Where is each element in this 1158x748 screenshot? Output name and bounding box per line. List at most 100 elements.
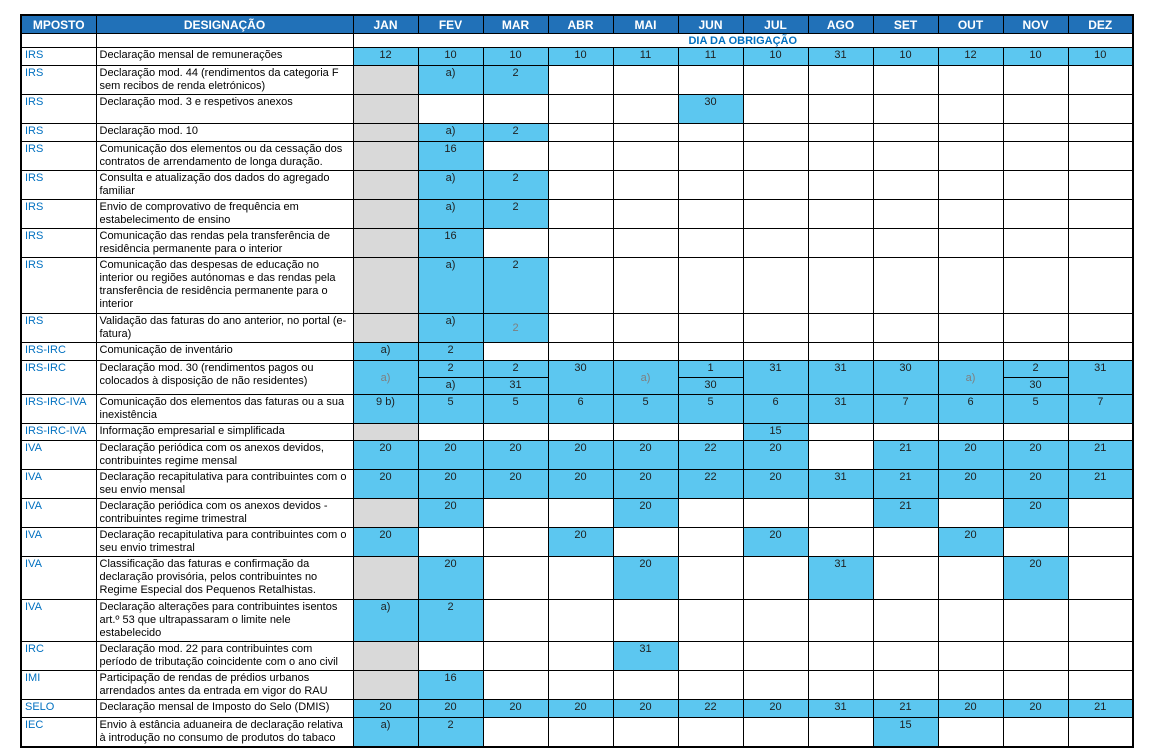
day-cell-abr	[547, 342, 614, 361]
day-cell-fev	[417, 527, 484, 557]
day-cell-abr: 10	[547, 47, 614, 66]
day-cell-jul: 20	[742, 469, 809, 499]
designacao-cell: Validação das faturas do ano anterior, n…	[95, 313, 354, 343]
day-cell-mai: 11	[612, 47, 679, 66]
imposto-cell: IVA	[20, 599, 97, 642]
designacao-cell: Participação de rendas de prédios urbano…	[95, 670, 354, 700]
day-cell-dez: 21	[1067, 699, 1134, 718]
day-cell-fev: 2	[417, 717, 484, 748]
imposto-cell: IRS	[20, 228, 97, 258]
day-cell-jun: 1	[677, 360, 744, 378]
day-cell-dez: 21	[1067, 469, 1134, 499]
day-cell-out	[937, 641, 1004, 671]
day-cell-out	[937, 342, 1004, 361]
day-cell-mai	[612, 141, 679, 171]
day-cell-nov	[1002, 65, 1069, 95]
day-cell-nov: 20	[1002, 498, 1069, 528]
day-cell-set	[872, 65, 939, 95]
day-cell-abr	[547, 94, 614, 124]
day-cell-mai	[612, 313, 679, 343]
day-cell-set	[872, 599, 939, 642]
day-cell-set: 10	[872, 47, 939, 66]
imposto-cell: IVA	[20, 440, 97, 470]
day-cell-jan	[352, 641, 419, 671]
day-cell-jun: 22	[677, 699, 744, 718]
column-header-fev: FEV	[417, 14, 484, 34]
day-cell-set: 21	[872, 699, 939, 718]
day-cell-jun	[677, 123, 744, 142]
day-cell-out	[937, 599, 1004, 642]
day-cell-mai	[612, 527, 679, 557]
day-cell-ago	[807, 599, 874, 642]
day-cell-jun	[677, 141, 744, 171]
column-header-designacao: DESIGNAÇÃO	[95, 14, 354, 34]
day-cell-mar: 20	[482, 699, 549, 718]
day-cell-fev: a)	[417, 313, 484, 343]
day-cell-jun: 30	[677, 94, 744, 124]
table-row: IVA Declaração periódica com os anexos de…	[20, 440, 1134, 470]
day-cell-nov	[1002, 170, 1069, 200]
day-cell-out: 6	[937, 394, 1004, 424]
column-header-out: OUT	[937, 14, 1004, 34]
day-cell-abr	[547, 228, 614, 258]
day-cell-nov: 5	[1002, 394, 1069, 424]
day-cell-jan: a)	[352, 360, 419, 395]
day-cell-dez: 31	[1067, 360, 1134, 395]
day-cell-mar	[482, 556, 549, 600]
day-cell-dez	[1067, 641, 1134, 671]
table-row: IMI Participação de rendas de prédios urb…	[20, 670, 1134, 700]
day-cell-jul: 31	[742, 360, 809, 395]
day-cell-jan	[352, 257, 419, 314]
day-cell-nov	[1002, 342, 1069, 361]
day-cell-nov	[1002, 94, 1069, 124]
day-cell-set: 15	[872, 717, 939, 748]
day-cell-jul	[742, 94, 809, 124]
day-cell-dez	[1067, 527, 1134, 557]
day-cell-dez	[1067, 313, 1134, 343]
day-cell-out	[937, 228, 1004, 258]
day-cell-set: 30	[872, 360, 939, 395]
day-cell-jan	[352, 498, 419, 528]
day-cell-jul	[742, 65, 809, 95]
table-row: IRS Declaração mensal de remunerações 12 10…	[20, 47, 1134, 66]
designacao-cell: Declaração recapitulativa para contribui…	[95, 527, 354, 557]
day-cell-dez	[1067, 342, 1134, 361]
day-cell-mar	[482, 670, 549, 700]
day-cell-abr	[547, 313, 614, 343]
day-cell-mai	[612, 670, 679, 700]
designacao-cell: Envio à estância aduaneira de declaração…	[95, 717, 354, 748]
day-cell-jun	[677, 65, 744, 95]
day-cell-nov	[1002, 641, 1069, 671]
table-row: IEC Envio à estância aduaneira de declara…	[20, 717, 1134, 748]
day-cell-fev: 16	[417, 670, 484, 700]
table-row: IRS Declaração mod. 3 e respetivos anexos…	[20, 94, 1134, 124]
designacao-cell: Declaração mod. 44 (rendimentos da categ…	[95, 65, 354, 95]
imposto-cell: IRS	[20, 65, 97, 95]
imposto-cell: IRS	[20, 170, 97, 200]
designacao-cell: Declaração mensal de Imposto do Selo (DM…	[95, 699, 354, 718]
day-cell-fev: a)	[417, 199, 484, 229]
day-cell-mai	[612, 65, 679, 95]
subheader-row: DIA DA OBRIGAÇÃO	[20, 33, 1134, 48]
day-cell-fev: 20	[417, 498, 484, 528]
day-cell-mar	[482, 717, 549, 748]
day-cell-ago	[807, 641, 874, 671]
day-cell-set	[872, 94, 939, 124]
day-cell-set	[872, 257, 939, 314]
day-cell-dez	[1067, 94, 1134, 124]
day-cell-out	[937, 141, 1004, 171]
day-cell-out	[937, 670, 1004, 700]
day-cell-dez: 10	[1067, 47, 1134, 66]
day-cell-mar: 5	[482, 394, 549, 424]
day-cell-dez	[1067, 599, 1134, 642]
designacao-cell: Comunicação dos elementos ou da cessação…	[95, 141, 354, 171]
day-cell-mai	[612, 342, 679, 361]
day-cell-nov	[1002, 228, 1069, 258]
day-cell-mai: a)	[612, 360, 679, 395]
designacao-cell: Comunicação das rendas pela transferênci…	[95, 228, 354, 258]
day-cell-set: 21	[872, 498, 939, 528]
column-header-mai: MAI	[612, 14, 679, 34]
day-cell-jun	[677, 170, 744, 200]
subheader-dia-da-obrigacao: DIA DA OBRIGAÇÃO	[352, 33, 1134, 48]
day-cell-out: 20	[937, 527, 1004, 557]
